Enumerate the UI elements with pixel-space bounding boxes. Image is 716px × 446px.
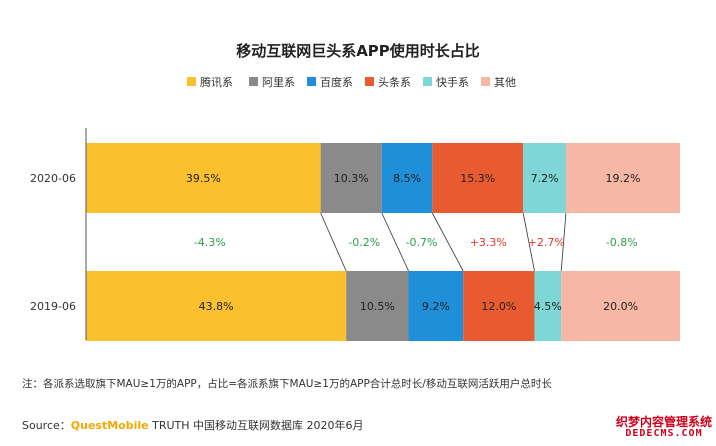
bar-segment (561, 271, 680, 341)
legend-swatch (249, 77, 258, 86)
connector-line (320, 212, 347, 272)
data-label: 43.8% (199, 300, 234, 313)
legend-item-0: 腾讯系 (187, 75, 233, 89)
y-tick-label: 2020-06 (30, 172, 76, 185)
bar-segment (320, 143, 382, 213)
legend-item-5: 其他 (481, 76, 516, 89)
legend-item-3: 头条系 (365, 75, 411, 89)
change-label: -0.2% (348, 236, 380, 249)
stacked-bar-chart: 移动互联网巨头系APP使用时长占比 腾讯系 阿里系 百度系 头条系 快手系 其他 39.5… (30, 42, 680, 341)
data-label: 12.0% (481, 300, 516, 313)
data-label: 7.2% (531, 172, 559, 185)
change-label: +3.3% (470, 236, 507, 249)
connector-line (431, 212, 464, 272)
bar-segment (534, 271, 562, 341)
source-prefix: Source： (22, 419, 71, 432)
change-labels: -4.3% -0.2% -0.7% +3.3% +2.7% -0.8% (194, 236, 638, 249)
legend-label: 快手系 (436, 75, 469, 89)
legend-swatch (423, 77, 432, 86)
bar-segment (463, 271, 535, 341)
connector-line (560, 212, 567, 272)
chart-title: 移动互联网巨头系APP使用时长占比 (236, 42, 480, 60)
data-label: 19.2% (605, 172, 640, 185)
bar-segment (432, 143, 524, 213)
legend-item-4: 快手系 (423, 75, 469, 89)
bar-segment (86, 143, 321, 213)
change-label: -0.8% (606, 236, 638, 249)
connector-line (522, 212, 535, 272)
bars: 39.5% 10.3% 8.5% 15.3% 7.2% 19.2% 43.8% 10.5% 9.… (86, 143, 680, 341)
site-watermark: 织梦内容管理系统 DEDECMS.COM (616, 416, 712, 440)
watermark-line2: DEDECMS.COM (625, 428, 703, 439)
change-label: +2.7% (528, 236, 565, 249)
legend-label: 头条系 (378, 75, 411, 89)
bar-segment (523, 143, 566, 213)
y-axis-labels: 2020-06 2019-06 (30, 172, 76, 313)
legend-label: 阿里系 (262, 76, 295, 89)
legend-swatch (365, 77, 374, 86)
y-tick-label: 2019-06 (30, 300, 76, 313)
bar-segment (408, 271, 464, 341)
footnote: 注：各派系选取旗下MAU≥1万的APP，占比=各派系旗下MAU≥1万的APP合计… (22, 378, 552, 390)
legend: 腾讯系 阿里系 百度系 头条系 快手系 其他 (187, 75, 516, 89)
bar-segment (565, 143, 680, 213)
legend-label: 百度系 (320, 75, 353, 89)
legend-label: 腾讯系 (200, 75, 233, 89)
data-label: 4.5% (534, 300, 562, 313)
connectors (320, 212, 567, 272)
watermark-line1: 织梦内容管理系统 (615, 415, 712, 429)
source-brand: QuestMobile (70, 419, 149, 432)
data-label: 8.5% (393, 172, 421, 185)
data-label: 15.3% (460, 172, 495, 185)
source-line: Source：QuestMobile TRUTH 中国移动互联网数据库 2020… (22, 417, 364, 433)
data-label: 9.2% (422, 300, 450, 313)
change-label: -0.7% (406, 236, 438, 249)
legend-swatch (187, 77, 196, 86)
bar-segment (86, 271, 347, 341)
data-label: 10.5% (360, 300, 395, 313)
connector-line (381, 212, 409, 272)
source-rest: TRUTH 中国移动互联网数据库 2020年6月 (148, 419, 364, 432)
bar-segment (346, 271, 409, 341)
data-label: 39.5% (186, 172, 221, 185)
data-label: 10.3% (334, 172, 369, 185)
legend-label: 其他 (494, 76, 516, 89)
change-label: -4.3% (194, 236, 226, 249)
legend-item-1: 阿里系 (249, 76, 295, 89)
legend-swatch (307, 77, 316, 86)
data-label: 20.0% (603, 300, 638, 313)
bar-segment (381, 143, 433, 213)
legend-swatch (481, 77, 490, 86)
legend-item-2: 百度系 (307, 75, 353, 89)
